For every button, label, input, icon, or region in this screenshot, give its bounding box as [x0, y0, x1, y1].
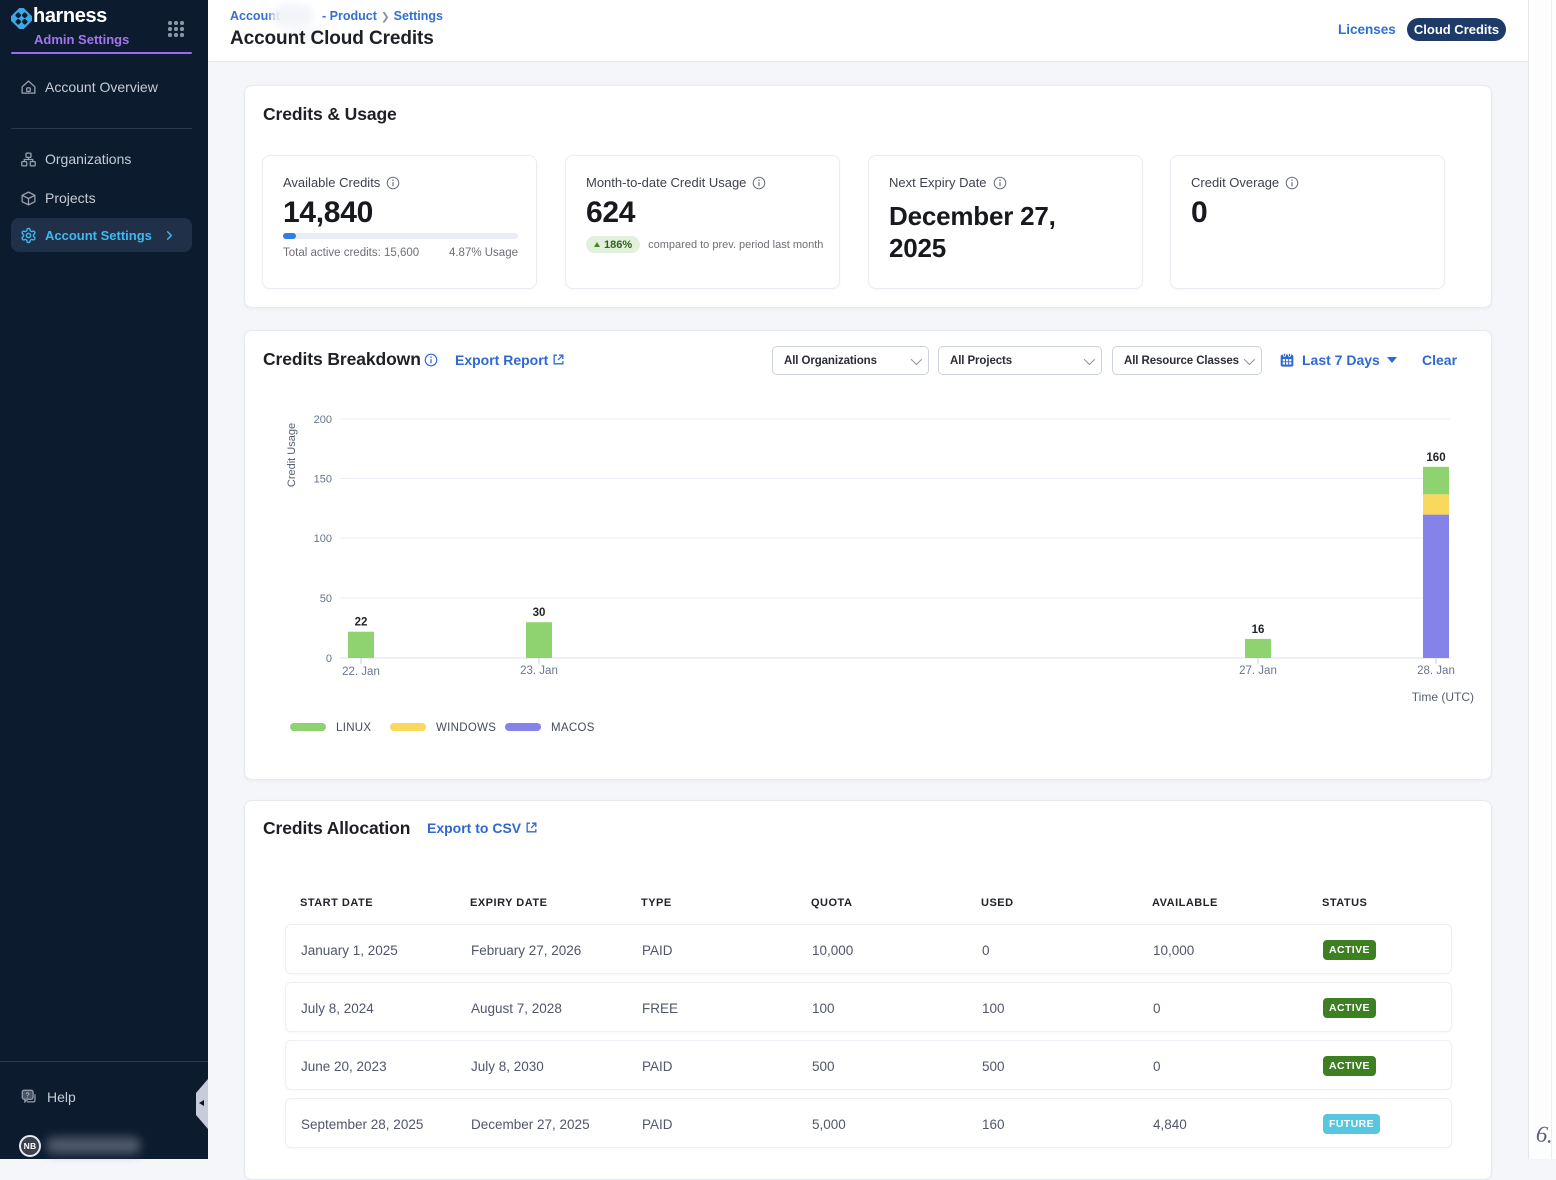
svg-text:50: 50: [320, 593, 332, 605]
svg-text:Credit Usage: Credit Usage: [286, 423, 298, 487]
svg-text:WINDOWS: WINDOWS: [436, 722, 496, 734]
svg-text:27. Jan: 27. Jan: [1239, 665, 1277, 677]
svg-text:LINUX: LINUX: [336, 722, 371, 734]
svg-text:30: 30: [533, 607, 546, 619]
svg-text:160: 160: [1426, 452, 1445, 464]
svg-text:150: 150: [314, 474, 332, 486]
svg-text:100: 100: [314, 533, 332, 545]
svg-text:23. Jan: 23. Jan: [520, 665, 558, 677]
svg-text:200: 200: [314, 414, 332, 426]
svg-text:Time (UTC): Time (UTC): [1412, 690, 1474, 704]
svg-text:16: 16: [1252, 624, 1265, 636]
svg-text:MACOS: MACOS: [551, 722, 595, 734]
svg-text:28. Jan: 28. Jan: [1417, 665, 1455, 677]
svg-text:22. Jan: 22. Jan: [342, 666, 380, 678]
svg-text:?: ?: [26, 1091, 30, 1099]
svg-text:0: 0: [326, 653, 332, 665]
svg-text:22: 22: [355, 617, 368, 629]
